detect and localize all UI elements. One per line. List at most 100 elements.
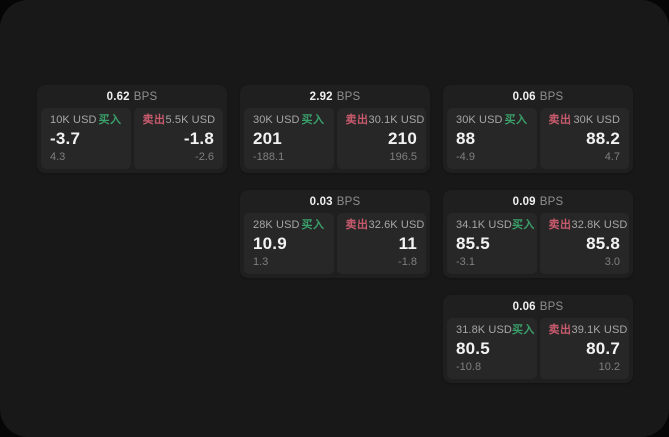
buy-cell[interactable]: 30K USD 买入 201 -188.1 bbox=[244, 108, 334, 169]
sell-change: -1.8 bbox=[398, 256, 417, 268]
buy-change: -3.1 bbox=[456, 256, 475, 268]
card-body: 28K USD 买入 10.9 1.3 卖出 32.6K USD 11 -1.8 bbox=[244, 213, 426, 274]
bps-value: 0.03 bbox=[309, 195, 333, 208]
card-header: 0.06 BPS bbox=[447, 85, 629, 108]
bps-value: 0.06 bbox=[512, 90, 536, 103]
sell-amount: 30.1K USD bbox=[368, 114, 425, 126]
buy-change: 1.3 bbox=[253, 256, 269, 268]
buy-change: -188.1 bbox=[253, 151, 285, 163]
buy-cell-top: 10K USD 买入 bbox=[50, 114, 122, 127]
sell-label: 卖出 bbox=[345, 219, 369, 231]
card-header: 0.62 BPS bbox=[41, 85, 223, 108]
sell-cell[interactable]: 卖出 30K USD 88.2 4.7 bbox=[539, 108, 629, 169]
buy-change: 4.3 bbox=[50, 151, 66, 163]
sell-label: 卖出 bbox=[548, 219, 572, 231]
sell-change: -2.6 bbox=[195, 151, 214, 163]
buy-change: -4.9 bbox=[456, 151, 475, 163]
buy-cell[interactable]: 28K USD 买入 10.9 1.3 bbox=[244, 213, 334, 274]
card-header: 0.03 BPS bbox=[244, 190, 426, 213]
sell-cell[interactable]: 卖出 30.1K USD 210 196.5 bbox=[336, 108, 426, 169]
sell-label: 卖出 bbox=[345, 114, 369, 126]
sell-amount: 30K USD bbox=[573, 114, 620, 126]
sell-change: 196.5 bbox=[389, 151, 417, 163]
buy-amount: 30K USD bbox=[456, 114, 503, 126]
sell-amount: 39.1K USD bbox=[571, 324, 628, 336]
sell-label: 卖出 bbox=[548, 114, 572, 126]
buy-cell[interactable]: 10K USD 买入 -3.7 4.3 bbox=[41, 108, 131, 169]
buy-label: 买入 bbox=[301, 219, 325, 231]
quote-card: 0.62 BPS 10K USD 买入 -3.7 4.3 卖出 5.5K USD… bbox=[37, 85, 227, 173]
sell-price: 88.2 bbox=[586, 129, 620, 148]
bps-value: 0.09 bbox=[512, 195, 536, 208]
buy-cell-top: 34.1K USD 买入 bbox=[456, 219, 534, 232]
quote-card: 0.09 BPS 34.1K USD 买入 85.5 -3.1 卖出 32.8K… bbox=[443, 190, 633, 278]
sell-cell[interactable]: 卖出 5.5K USD -1.8 -2.6 bbox=[133, 108, 223, 169]
buy-cell-top: 30K USD 买入 bbox=[456, 114, 528, 127]
buy-cell[interactable]: 30K USD 买入 88 -4.9 bbox=[447, 108, 537, 169]
sell-change: 10.2 bbox=[598, 361, 620, 373]
bps-unit-label: BPS bbox=[336, 195, 361, 208]
card-body: 34.1K USD 买入 85.5 -3.1 卖出 32.8K USD 85.8… bbox=[447, 213, 629, 274]
buy-label: 买入 bbox=[504, 114, 528, 126]
sell-cell[interactable]: 卖出 32.8K USD 85.8 3.0 bbox=[539, 213, 629, 274]
bps-unit-label: BPS bbox=[539, 90, 564, 103]
card-header: 0.09 BPS bbox=[447, 190, 629, 213]
buy-label: 买入 bbox=[511, 219, 535, 231]
sell-label: 卖出 bbox=[548, 324, 572, 336]
sell-cell[interactable]: 卖出 32.6K USD 11 -1.8 bbox=[336, 213, 426, 274]
sell-price: -1.8 bbox=[183, 129, 214, 148]
sell-cell-top: 卖出 30K USD bbox=[549, 114, 621, 127]
sell-cell[interactable]: 卖出 39.1K USD 80.7 10.2 bbox=[539, 318, 629, 379]
sell-cell-top: 卖出 5.5K USD bbox=[142, 114, 216, 127]
buy-label: 买入 bbox=[511, 324, 535, 336]
buy-price: -3.7 bbox=[50, 129, 81, 148]
cards-grid: 0.62 BPS 10K USD 买入 -3.7 4.3 卖出 5.5K USD… bbox=[37, 85, 633, 383]
buy-cell-top: 28K USD 买入 bbox=[253, 219, 325, 232]
buy-change: -10.8 bbox=[456, 361, 482, 373]
bps-value: 0.06 bbox=[512, 300, 536, 313]
quote-card: 0.03 BPS 28K USD 买入 10.9 1.3 卖出 32.6K US… bbox=[240, 190, 430, 278]
quote-card: 0.06 BPS 31.8K USD 买入 80.5 -10.8 卖出 39.1… bbox=[443, 295, 633, 383]
buy-amount: 28K USD bbox=[253, 219, 300, 231]
sell-cell-top: 卖出 32.6K USD bbox=[345, 219, 425, 232]
sell-change: 4.7 bbox=[604, 151, 620, 163]
buy-cell[interactable]: 34.1K USD 买入 85.5 -3.1 bbox=[447, 213, 537, 274]
sell-amount: 32.6K USD bbox=[368, 219, 425, 231]
sell-amount: 5.5K USD bbox=[165, 114, 216, 126]
buy-price: 10.9 bbox=[253, 234, 287, 253]
card-header: 2.92 BPS bbox=[244, 85, 426, 108]
sell-cell-top: 卖出 32.8K USD bbox=[548, 219, 628, 232]
bps-unit-label: BPS bbox=[539, 300, 564, 313]
sell-label: 卖出 bbox=[142, 114, 166, 126]
card-body: 30K USD 买入 88 -4.9 卖出 30K USD 88.2 4.7 bbox=[447, 108, 629, 169]
buy-label: 买入 bbox=[301, 114, 325, 126]
bps-value: 2.92 bbox=[309, 90, 333, 103]
bps-unit-label: BPS bbox=[539, 195, 564, 208]
buy-price: 80.5 bbox=[456, 339, 490, 358]
buy-label: 买入 bbox=[98, 114, 122, 126]
bps-unit-label: BPS bbox=[336, 90, 361, 103]
bps-value: 0.62 bbox=[106, 90, 130, 103]
buy-cell[interactable]: 31.8K USD 买入 80.5 -10.8 bbox=[447, 318, 537, 379]
bps-unit-label: BPS bbox=[133, 90, 158, 103]
sell-change: 3.0 bbox=[604, 256, 620, 268]
sell-price: 80.7 bbox=[586, 339, 620, 358]
quote-card: 2.92 BPS 30K USD 买入 201 -188.1 卖出 30.1K … bbox=[240, 85, 430, 173]
sell-amount: 32.8K USD bbox=[571, 219, 628, 231]
buy-amount: 30K USD bbox=[253, 114, 300, 126]
buy-price: 88 bbox=[456, 129, 476, 148]
card-header: 0.06 BPS bbox=[447, 295, 629, 318]
buy-amount: 10K USD bbox=[50, 114, 97, 126]
quote-card: 0.06 BPS 30K USD 买入 88 -4.9 卖出 30K USD 8… bbox=[443, 85, 633, 173]
buy-amount: 34.1K USD bbox=[456, 219, 512, 231]
sell-price: 11 bbox=[398, 234, 417, 253]
sell-price: 210 bbox=[388, 129, 417, 148]
card-body: 10K USD 买入 -3.7 4.3 卖出 5.5K USD -1.8 -2.… bbox=[41, 108, 223, 169]
buy-cell-top: 31.8K USD 买入 bbox=[456, 324, 534, 337]
sell-price: 85.8 bbox=[586, 234, 620, 253]
buy-price: 201 bbox=[253, 129, 282, 148]
buy-cell-top: 30K USD 买入 bbox=[253, 114, 325, 127]
buy-price: 85.5 bbox=[456, 234, 490, 253]
